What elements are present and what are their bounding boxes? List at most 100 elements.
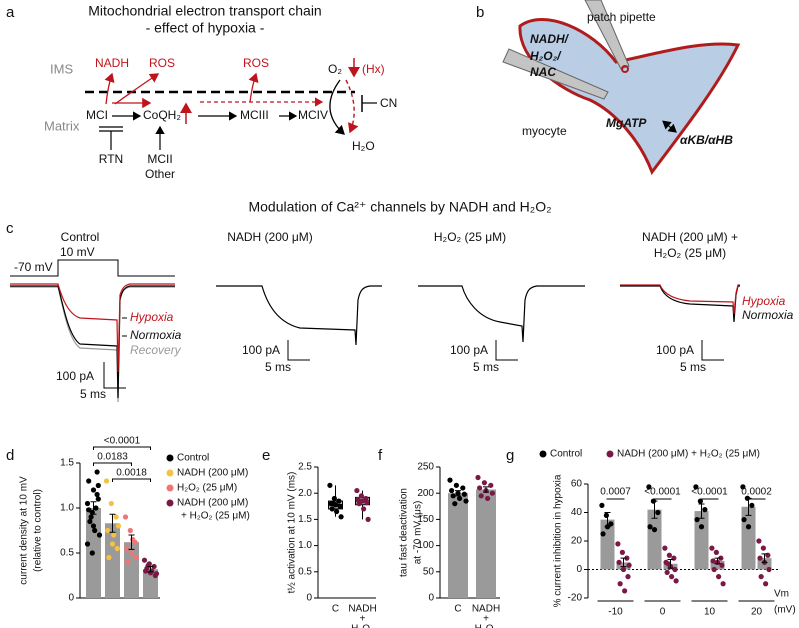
data-point [94,491,100,498]
data-point [128,550,135,556]
data-point [149,568,155,574]
error-bar [651,500,658,519]
other: Other [145,167,175,181]
p-value: 0.0183 [97,452,128,463]
bar [105,523,120,598]
x-axis-label: (mV) [774,605,796,616]
y-tick-label: 0 [428,593,434,604]
scale-label: 100 pA [56,369,94,383]
data-point [151,563,157,570]
complex: MCI [86,108,108,122]
p-value: <0.0001 [644,487,681,498]
data-point [87,518,93,525]
data-point [461,491,467,497]
y-tick-label: 0 [576,564,582,575]
error-bar [147,566,154,573]
arrow [662,120,677,133]
pipette [584,0,630,70]
data-point [745,524,752,530]
bar [448,493,468,598]
data-point [766,566,772,573]
solution: NADH/ [530,32,570,46]
data-point [698,524,705,530]
data-point [327,482,333,488]
data-point [95,496,101,502]
data-point [93,505,99,511]
data-point [665,561,671,567]
trace-title: Control [61,230,100,244]
data-point [334,508,340,515]
data-point [354,487,360,494]
y-tick-label: 0.5 [298,566,312,577]
data-point [130,536,136,543]
data-point [337,503,343,509]
data-point [666,552,672,558]
data-point [141,557,148,563]
ros: ROS [243,56,269,70]
scale-bar [495,340,518,361]
arrow [114,73,160,105]
substrates: αKB/αHB [680,133,733,147]
legend-label: NADH (200 μM) + H₂O₂ (25 μM) [617,449,760,460]
data-point [619,549,625,556]
data-point [693,484,699,490]
solution: NAC [530,65,556,79]
x-tick-label: H₂O₂ [475,624,498,628]
title: Mitochondrial electron transport chain [88,3,321,19]
legend-marker [166,499,174,507]
data-point [478,493,484,499]
p-value: <0.0001 [691,487,728,498]
data-point [153,571,160,577]
y-tick-label: 20 [571,536,583,547]
x-tick-label: 10 [704,607,716,618]
data-point [481,480,487,486]
x-tick-label: C [332,604,339,615]
mgatp: MgATP [606,116,647,130]
data-point [702,507,708,513]
y-tick-label: 1.5 [60,458,74,469]
panel-label: f [378,447,383,464]
data-point [711,566,717,573]
data-point [453,482,459,488]
y-tick-label: 0 [68,593,74,604]
complex: MCIV [298,108,328,122]
bar [710,560,725,570]
data-point [90,523,97,529]
data-point [92,527,98,534]
x-tick-label: C [454,604,461,615]
panel-label: g [506,447,514,464]
panel-b: b patch pipette NADH/ H₂O₂/ NAC myocyte … [476,0,741,176]
data-point [749,502,755,508]
legend-label: Control [550,449,582,460]
data-point [86,507,92,513]
data-point [336,498,342,504]
data-point [489,490,495,496]
cyanide: CN [380,96,397,110]
data-point [460,485,466,491]
scale-bar [701,340,724,361]
error-bar [109,513,116,533]
y-tick-label: 2.5 [298,462,312,473]
trace-label: Recovery [130,343,182,357]
data-point [105,527,111,534]
data-point [616,559,622,565]
y-tick-label: 50 [423,566,435,577]
scale-label: 100 pA [450,343,488,357]
error-bar [90,501,97,515]
y-tick-label: 60 [571,479,583,490]
data-point [127,527,133,534]
trace-label: Normoxia [742,308,794,322]
panel-label: e [262,447,270,464]
ims-label: IMS [50,61,73,76]
myocyte [518,18,741,176]
protocol [10,259,175,277]
data-point [758,574,764,580]
scale-label: 5 ms [80,387,106,401]
data-point [133,554,139,561]
data-point [114,545,120,552]
scale-label: 5 ms [473,360,499,374]
y-axis-label: at -70 mV (μs) [413,501,424,565]
data-point [741,517,747,523]
legend-label: H₂O₂ (25 μM) [177,483,237,494]
